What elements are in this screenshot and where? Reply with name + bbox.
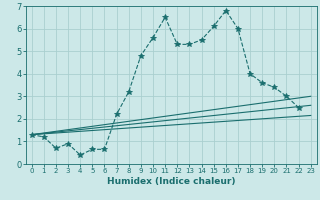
- X-axis label: Humidex (Indice chaleur): Humidex (Indice chaleur): [107, 177, 236, 186]
